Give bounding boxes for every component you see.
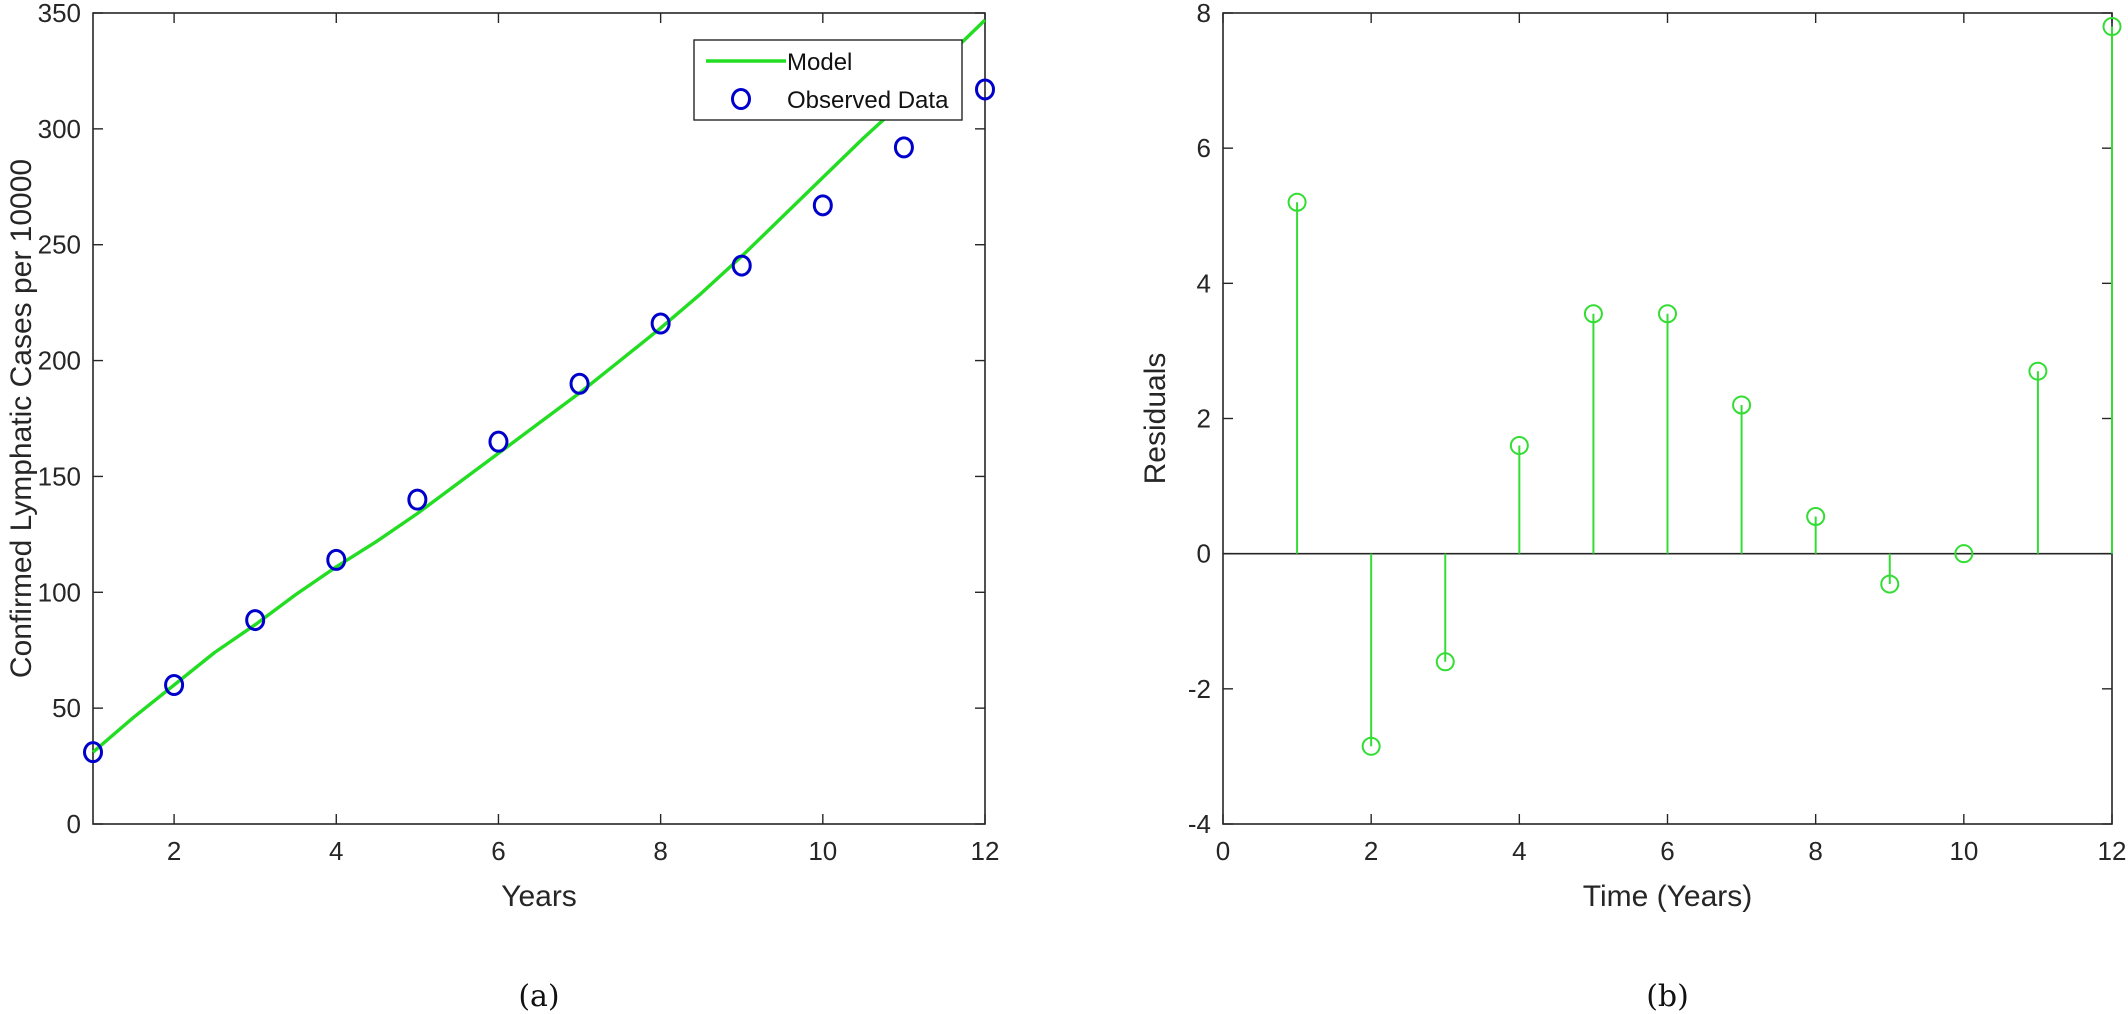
y-tick-label: 2 bbox=[1197, 404, 1211, 434]
x-tick-label: 8 bbox=[653, 836, 667, 866]
y-tick-label: 0 bbox=[67, 809, 81, 839]
x-tick-label: 2 bbox=[1364, 836, 1378, 866]
y-axis-label: Confirmed Lymphatic Cases per 10000 bbox=[5, 159, 38, 678]
x-tick-label: 0 bbox=[1216, 836, 1230, 866]
y-tick-label: 200 bbox=[38, 346, 81, 376]
residual-marker bbox=[1880, 574, 1900, 594]
residual-marker bbox=[1583, 304, 1603, 324]
residual-marker bbox=[1806, 506, 1826, 526]
y-tick-label: 50 bbox=[52, 693, 81, 723]
residual-marker bbox=[1509, 436, 1529, 456]
observed-data-point bbox=[245, 609, 266, 632]
residual-marker bbox=[1732, 395, 1752, 415]
legend-observed-swatch bbox=[731, 88, 751, 110]
observed-data-point bbox=[326, 548, 347, 571]
y-tick-label: 8 bbox=[1197, 0, 1211, 28]
chart-panel-b: 0 2 4 6 8 10 12 -4 -2 0 2 4 6 8 Time (Years) Residuals (… bbox=[1139, 0, 2126, 1014]
legend-model-label: Model bbox=[787, 49, 852, 76]
x-axis-label: Time (Years) bbox=[1583, 880, 1752, 913]
x-tick-label: 2 bbox=[167, 836, 181, 866]
x-tick-label: 8 bbox=[1808, 836, 1822, 866]
x-tick-label: 4 bbox=[1512, 836, 1526, 866]
y-tick-label: 4 bbox=[1197, 268, 1211, 298]
residual-marker bbox=[1435, 652, 1455, 672]
residual-marker bbox=[1658, 304, 1677, 324]
chart-panel-a: 2 4 6 8 10 12 0 50 100 150 200 250 300 350 Years Confir… bbox=[5, 0, 999, 1014]
observed-data-point bbox=[975, 78, 995, 101]
observed-data-point bbox=[83, 741, 103, 764]
x-tick-label: 10 bbox=[1949, 836, 1978, 866]
observed-data-point bbox=[731, 254, 752, 277]
observed-data-point bbox=[650, 312, 671, 335]
y-tick-label: 350 bbox=[38, 0, 81, 28]
legend-observed-label: Observed Data bbox=[787, 87, 949, 114]
residual-marker bbox=[1287, 192, 1307, 212]
residual-marker bbox=[1361, 736, 1381, 756]
y-tick-label: 100 bbox=[38, 577, 81, 607]
observed-data-point bbox=[488, 430, 509, 453]
x-axis-label: Years bbox=[501, 880, 577, 913]
x-tick-label: 10 bbox=[808, 836, 837, 866]
y-tick-label: -2 bbox=[1188, 674, 1211, 704]
x-tick-label: 12 bbox=[2098, 836, 2127, 866]
model-line bbox=[91, 18, 987, 754]
y-axis-label: Residuals bbox=[1139, 353, 1172, 485]
x-tick-label: 12 bbox=[971, 836, 1000, 866]
y-tick-label: 250 bbox=[38, 230, 81, 260]
y-tick-label: -4 bbox=[1188, 809, 1211, 839]
residual-marker bbox=[2028, 361, 2048, 381]
residual-marker bbox=[2102, 17, 2122, 37]
panel-caption: (a) bbox=[518, 979, 559, 1014]
observed-data-point bbox=[569, 372, 590, 395]
y-tick-label: 6 bbox=[1197, 133, 1211, 163]
y-tick-label: 300 bbox=[38, 114, 81, 144]
x-tick-label: 6 bbox=[491, 836, 505, 866]
residual-marker bbox=[1954, 544, 1974, 564]
observed-data-point bbox=[164, 673, 185, 696]
x-tick-label: 4 bbox=[329, 836, 343, 866]
x-tick-label: 6 bbox=[1660, 836, 1674, 866]
y-tick-label: 0 bbox=[1197, 539, 1211, 569]
plot-area-frame bbox=[92, 12, 986, 825]
observed-data-point bbox=[812, 194, 833, 217]
observed-data-point bbox=[893, 136, 914, 159]
y-tick-label: 150 bbox=[38, 461, 81, 491]
observed-data-point bbox=[407, 488, 428, 511]
panel-caption: (b) bbox=[1646, 979, 1689, 1014]
